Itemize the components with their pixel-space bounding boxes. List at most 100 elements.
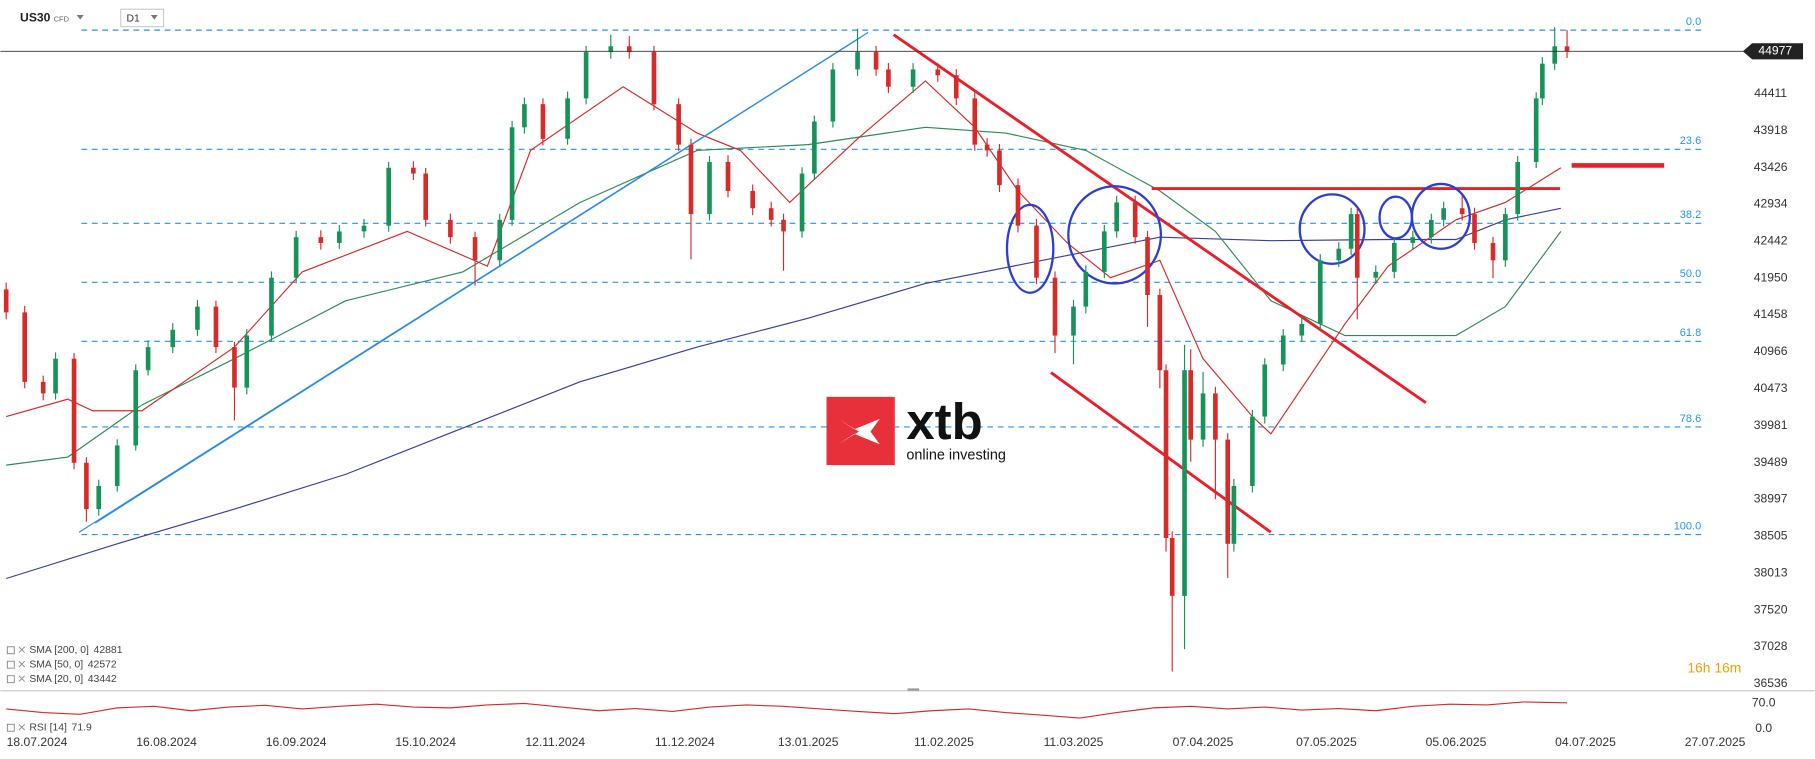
legend-value: 42881 [94,645,123,656]
pane-handle[interactable] [907,688,920,691]
candle-body [651,52,657,105]
fib-label: 100.0 [1674,520,1701,532]
x-tick-label: 05.06.2025 [1426,735,1487,749]
candle-body [1459,208,1465,215]
legend-close [18,646,26,653]
dropdown-icon[interactable] [150,15,158,20]
logo-tagline: online investing [906,448,1006,464]
candle-body [213,306,219,348]
candle-body [53,358,58,394]
candle-body [1354,214,1360,278]
candle-body [768,208,774,220]
candle-body [1188,370,1194,440]
channel-line [1050,371,1272,534]
x-tick-label: 15.10.2024 [395,735,456,749]
x-tick-label: 12.11.2024 [525,735,585,749]
x-tick-label: 11.02.2025 [914,735,974,749]
legend-name: SMA [50, 0] [29,659,83,670]
candle-body [781,219,786,232]
candle-body [1182,370,1187,596]
candle-body [626,46,632,53]
fib-label: 23.6 [1680,135,1701,147]
candle-body [565,98,570,139]
candle-body [1102,231,1107,272]
legend-close [18,675,26,682]
candle-body [1169,538,1175,596]
y-tick-label: 37520 [1754,602,1788,616]
candle-body [522,104,527,128]
candle-body [608,46,614,53]
axes: 44411 43918 43426 42934 42442 41950 41458 40966… [7,86,1788,749]
dropdown-icon[interactable] [76,15,84,20]
candle-body [1034,225,1039,278]
legend-value: 71.9 [72,723,92,734]
y-tick-label: 38997 [1754,492,1788,506]
candle-body [1441,208,1446,220]
candle-body [1262,364,1268,417]
fib-label: 78.6 [1680,413,1701,425]
candle-body [830,69,836,122]
highlight-circle [1005,203,1055,294]
candle-body [725,162,731,191]
candle-body [96,485,102,510]
candle-body [953,75,959,99]
candle-body [71,358,77,463]
candle-body [886,69,891,87]
candle-body [1132,202,1138,238]
candle-body [1490,242,1496,261]
candle-body [1503,214,1508,261]
candle-body [1472,214,1477,243]
highlight-circle [1410,182,1471,250]
timeframe-box[interactable] [120,8,165,28]
rsi-pane: 70.0 0.0 [6,696,1776,735]
candle-body [1213,393,1218,440]
candle-body [873,52,879,70]
candle-body [1225,439,1231,544]
logo-text: xtb [906,393,982,450]
y-tick-label: 40966 [1754,344,1788,358]
x-tick-label: 07.05.2025 [1296,735,1357,749]
candle-body [3,289,9,313]
candle-body [707,162,712,215]
candle-body [269,277,274,336]
y-tick-label: 43918 [1754,123,1788,137]
y-tick-label: 41458 [1754,307,1788,321]
candle-body [318,237,324,243]
candle-body [1317,260,1323,324]
x-tick-label: 18.07.2024 [7,735,68,749]
y-tick-label: 37028 [1754,639,1788,653]
candle-body [799,173,805,232]
candle-body [1299,323,1305,336]
candle-body [386,167,392,226]
countdown: 16h 16m [1687,659,1741,675]
y-tick-label: 38013 [1754,565,1788,579]
legend-name: SMA [200, 0] [29,645,89,656]
y-tick-label: 42442 [1754,233,1788,247]
legend-name: RSI [14] [29,723,67,734]
legend-name: SMA [20, 0] [29,674,83,685]
sma-line [6,126,1562,466]
candle-body [133,370,139,446]
legend-close [18,723,26,731]
candle-body [1015,185,1021,226]
x-tick-label: 13.01.2025 [778,735,839,749]
rsi-tick-label: 0.0 [1755,721,1772,735]
candle-body [448,219,453,238]
candle-body [1071,306,1076,336]
x-tick-label: 07.04.2025 [1173,735,1234,749]
candle-body [84,462,89,510]
y-tick-label: 42934 [1754,197,1788,211]
y-tick-label: 43426 [1754,160,1788,174]
candle-body [1533,98,1539,163]
candle-body [361,225,367,232]
legend-value: 42572 [88,659,117,670]
candle-body [540,104,546,139]
candle-body [145,347,151,371]
x-tick-label: 27.07.2025 [1685,735,1746,749]
fib-label: 61.8 [1680,327,1701,339]
candle-body [40,381,46,394]
fib-levels: 0.0 23.6 38.2 50.0 61.8 78.6 100.0 [81,16,1704,536]
legend-close [18,660,26,668]
candle-body [676,104,681,145]
